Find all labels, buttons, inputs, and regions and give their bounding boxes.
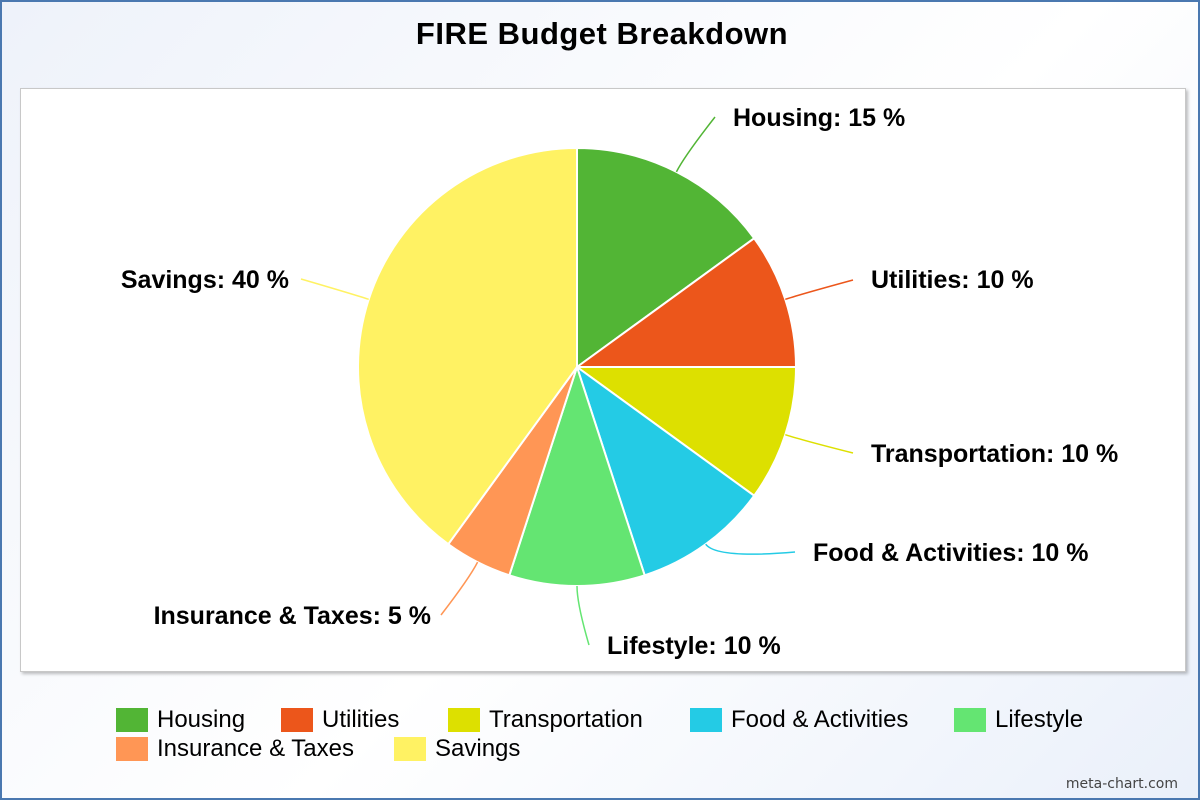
slice-label: Savings: 40 % xyxy=(121,266,289,294)
pie-chart: Housing: 15 % Utilities: 10 % Transportati… xyxy=(121,104,1118,660)
slice-label: Utilities: 10 % xyxy=(871,266,1034,294)
pie-slice-housing[interactable] xyxy=(576,147,756,368)
legend-label: Savings xyxy=(435,735,521,762)
legend-label: Transportation xyxy=(489,706,643,733)
leader-line xyxy=(675,116,716,173)
plot-area: Housing: 15 % Utilities: 10 % Transportati… xyxy=(20,88,1186,672)
slice-label: Insurance & Taxes: 5 % xyxy=(154,602,431,630)
legend-label: Food & Activities xyxy=(731,706,909,733)
slice-label: Transportation: 10 % xyxy=(871,440,1118,468)
legend-swatch xyxy=(954,708,986,732)
legend-label: Lifestyle xyxy=(995,706,1084,733)
leader-lines xyxy=(300,116,854,646)
legend-row: Housing Utilities Transportation Food & Act… xyxy=(2,706,1200,734)
legend-swatch xyxy=(116,708,148,732)
chart-title: FIRE Budget Breakdown xyxy=(415,16,789,51)
pie-slice-food-activities[interactable] xyxy=(576,366,756,577)
pie-slices xyxy=(357,147,797,587)
slice-label: Lifestyle: 10 % xyxy=(607,632,781,660)
pie-slice-savings[interactable] xyxy=(357,147,578,546)
slice-label: Food & Activities: 10 % xyxy=(813,539,1089,567)
legend-row: Insurance & Taxes Savings xyxy=(2,735,1200,763)
leader-line xyxy=(705,543,796,555)
legend-swatch xyxy=(394,737,426,761)
legend-label: Utilities xyxy=(322,706,400,733)
slice-label: Housing: 15 % xyxy=(733,104,905,132)
pie-slice-lifestyle[interactable] xyxy=(508,366,646,587)
legend-swatch xyxy=(116,737,148,761)
leader-line xyxy=(440,561,479,616)
slice-labels: Housing: 15 % Utilities: 10 % Transportati… xyxy=(121,104,1118,660)
legend-swatch xyxy=(281,708,313,732)
leader-line xyxy=(785,279,854,301)
legend-label: Insurance & Taxes xyxy=(157,735,355,762)
legend-label: Housing xyxy=(157,706,246,733)
leader-line xyxy=(785,433,854,454)
watermark: meta-chart.com xyxy=(1065,776,1178,792)
leader-line xyxy=(300,278,369,301)
legend-swatch xyxy=(448,708,480,732)
leader-line xyxy=(576,585,590,646)
legend-swatch xyxy=(690,708,722,732)
